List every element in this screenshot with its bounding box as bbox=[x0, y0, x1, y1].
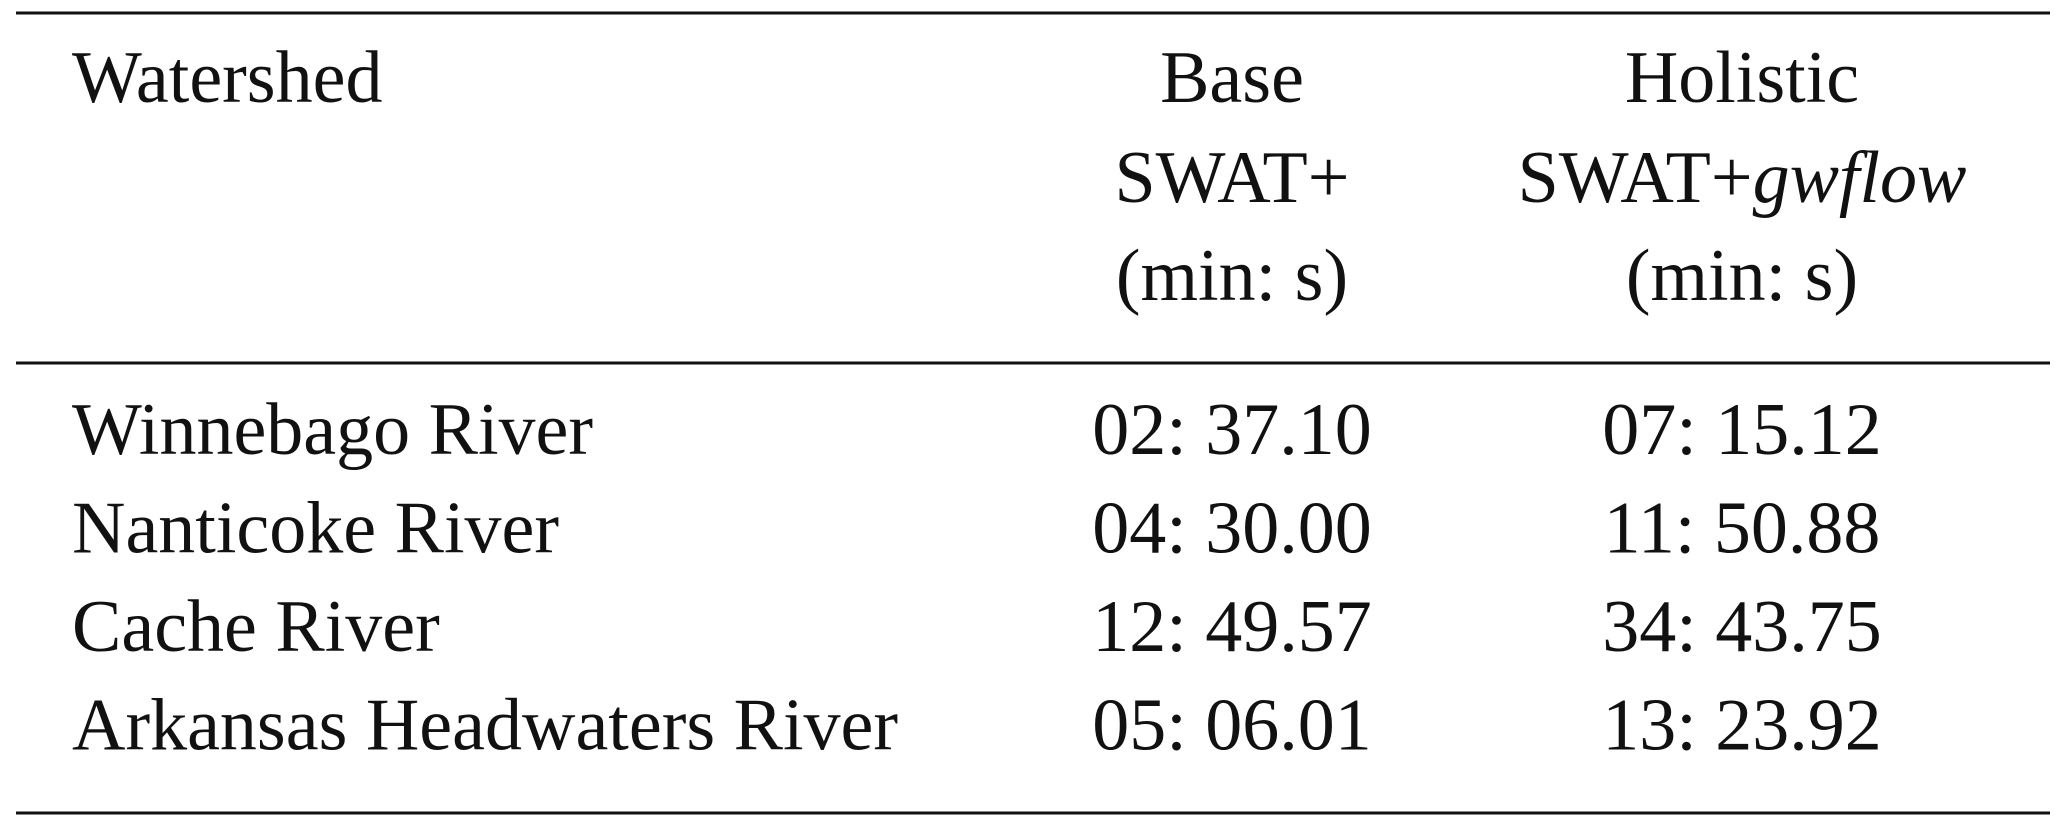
row-label: Nanticoke River bbox=[72, 487, 559, 569]
cell: 11: 50.88 bbox=[1604, 487, 1881, 569]
header-cell: SWAT+ bbox=[1115, 137, 1350, 219]
header-cell: (min: s) bbox=[1626, 235, 1858, 317]
header-cell: Watershed bbox=[72, 37, 382, 119]
cell: 34: 43.75 bbox=[1602, 586, 1882, 668]
header-cell: SWAT+gwflow bbox=[1518, 137, 1967, 219]
row-label: Cache River bbox=[72, 586, 440, 668]
cell: 12: 49.57 bbox=[1092, 586, 1372, 668]
header-cell: (min: s) bbox=[1116, 235, 1348, 317]
cell: 02: 37.10 bbox=[1092, 389, 1372, 471]
header-text-italic: gwflow bbox=[1753, 137, 1967, 219]
cell: 05: 06.01 bbox=[1092, 684, 1372, 766]
row-label: Arkansas Headwaters River bbox=[72, 684, 898, 766]
cell: 04: 30.00 bbox=[1092, 487, 1372, 569]
header-cell: Holistic bbox=[1625, 37, 1859, 119]
table-body: Winnebago River 02: 37.10 07: 15.12 Nantico… bbox=[72, 389, 1882, 767]
header-text: SWAT+ bbox=[1518, 137, 1753, 219]
row-label: Winnebago River bbox=[72, 389, 593, 471]
header-cell: Base bbox=[1160, 37, 1304, 119]
cell: 07: 15.12 bbox=[1602, 389, 1882, 471]
cell: 13: 23.92 bbox=[1602, 684, 1882, 766]
